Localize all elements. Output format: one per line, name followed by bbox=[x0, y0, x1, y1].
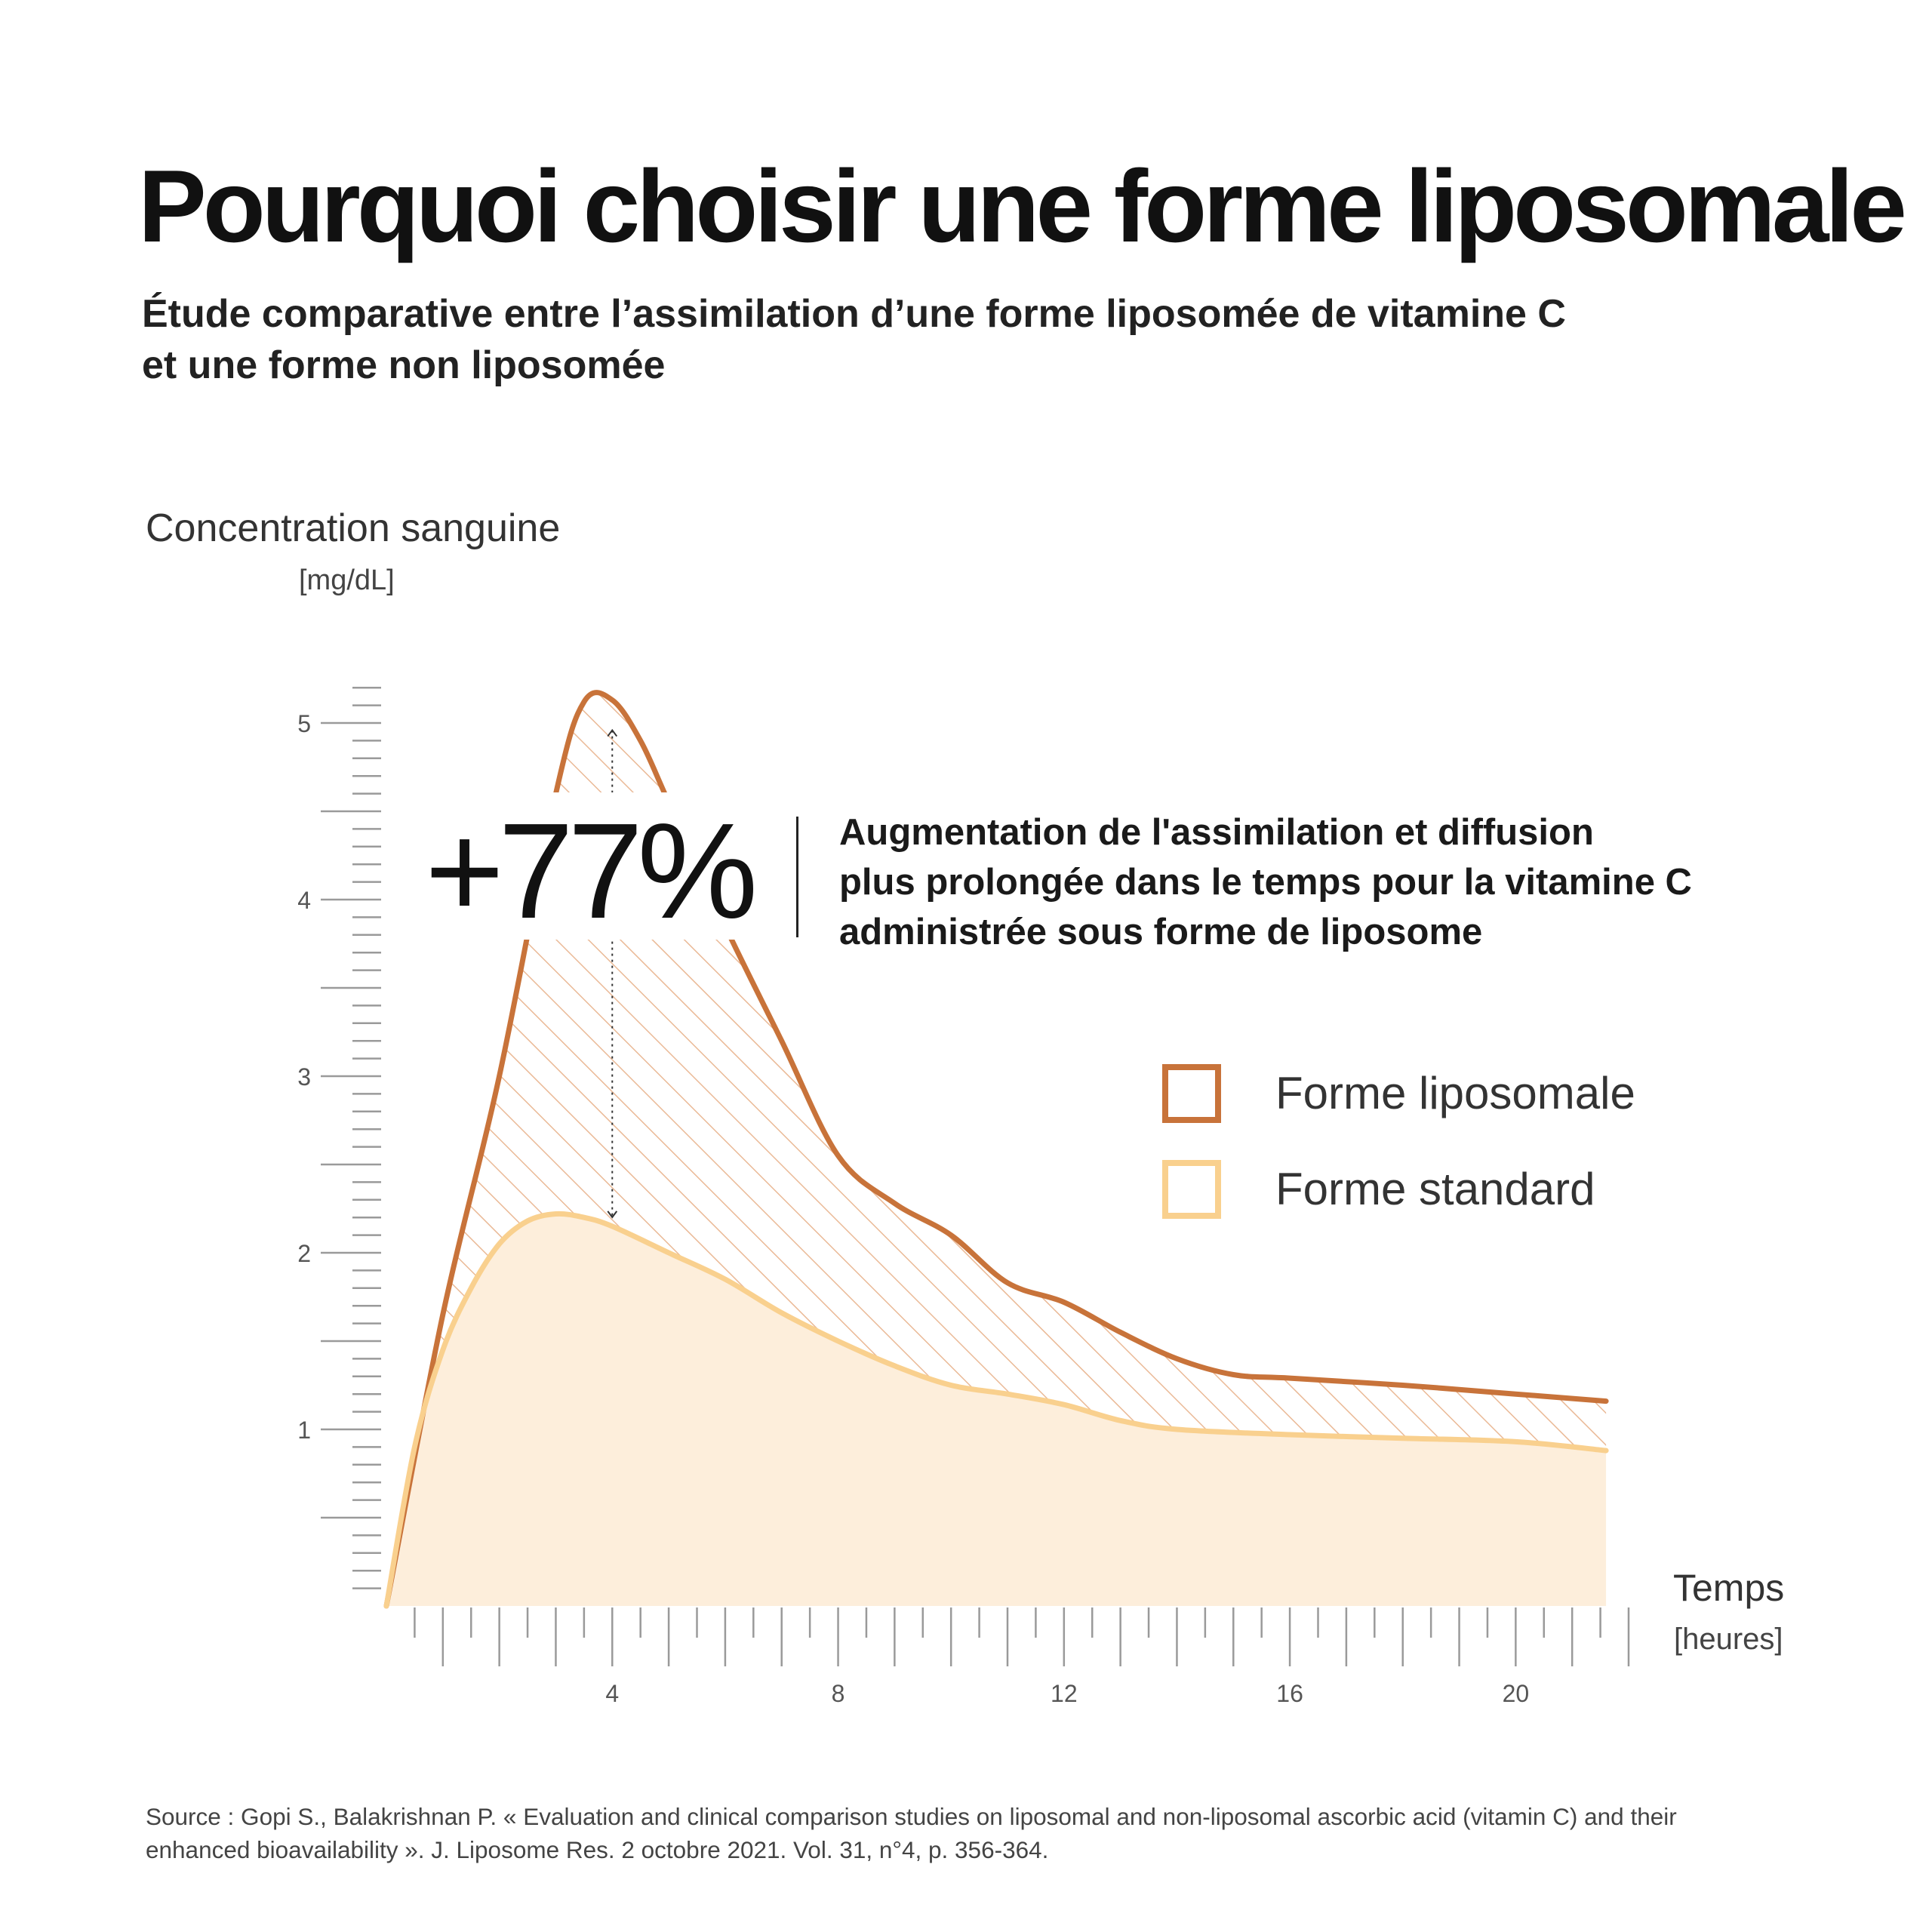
source-line-2: enhanced bioavailability ». J. Liposome … bbox=[146, 1836, 1049, 1863]
y-tick-label: 4 bbox=[297, 887, 311, 914]
arrow-head-up bbox=[607, 728, 618, 737]
y-tick-labels: 1 2 3 4 5 bbox=[297, 710, 311, 1444]
x-axis-ruler bbox=[414, 1607, 1630, 1666]
legend-label-standard: Forme standard bbox=[1275, 1164, 1595, 1214]
standard-area-fill bbox=[386, 1214, 1607, 1606]
standard-series-line bbox=[383, 1211, 1609, 1609]
y-tick-label: 1 bbox=[297, 1417, 311, 1444]
legend-label-liposomal: Forme liposomale bbox=[1275, 1068, 1635, 1118]
x-tick-label: 20 bbox=[1503, 1680, 1530, 1707]
subtitle-line-1: Étude comparative entre l’assimilation d… bbox=[142, 292, 1566, 336]
y-tick-label: 2 bbox=[297, 1240, 311, 1267]
source-citation: Source : Gopi S., Balakrishnan P. « Eval… bbox=[146, 1800, 1844, 1866]
x-tick-label: 4 bbox=[605, 1680, 619, 1707]
source-line-1: Source : Gopi S., Balakrishnan P. « Eval… bbox=[146, 1803, 1677, 1830]
x-tick-label: 16 bbox=[1276, 1680, 1303, 1707]
x-tick-label: 8 bbox=[832, 1680, 845, 1707]
y-tick-label: 5 bbox=[297, 710, 311, 737]
arrow-head-down bbox=[607, 1211, 618, 1219]
legend-swatch-liposomal bbox=[1162, 1064, 1221, 1123]
y-axis-unit: [mg/dL] bbox=[299, 565, 395, 596]
callout-line-3: administrée sous forme de liposome bbox=[839, 912, 1483, 952]
y-tick-label: 3 bbox=[297, 1063, 311, 1091]
legend-swatch-standard bbox=[1162, 1160, 1221, 1219]
x-tick-labels: 4 8 12 16 20 bbox=[605, 1680, 1529, 1707]
difference-arrow bbox=[607, 728, 618, 1219]
callout-line-1: Augmentation de l'assimilation et diffus… bbox=[839, 812, 1594, 853]
x-axis-unit: [heures] bbox=[1674, 1623, 1783, 1656]
callout-line-2: plus prolongée dans le temps pour la vit… bbox=[839, 862, 1692, 903]
subtitle-line-2: et une forme non liposomée bbox=[142, 343, 666, 387]
liposomal-series-line bbox=[383, 690, 1609, 1609]
y-axis-ruler bbox=[321, 686, 381, 1589]
x-tick-label: 12 bbox=[1051, 1680, 1078, 1707]
y-axis-label: Concentration sanguine bbox=[146, 506, 561, 550]
chart-title: Pourquoi choisir une forme liposomale bbox=[138, 149, 1907, 263]
callout-text: Augmentation de l'assimilation et diffus… bbox=[839, 808, 1820, 957]
callout-divider bbox=[796, 817, 798, 937]
callout-background bbox=[423, 792, 785, 940]
increase-percentage: +77% bbox=[425, 795, 758, 947]
x-axis-label: Temps bbox=[1673, 1567, 1785, 1609]
chart-subtitle: Étude comparative entre l’assimilation d… bbox=[142, 288, 1802, 391]
